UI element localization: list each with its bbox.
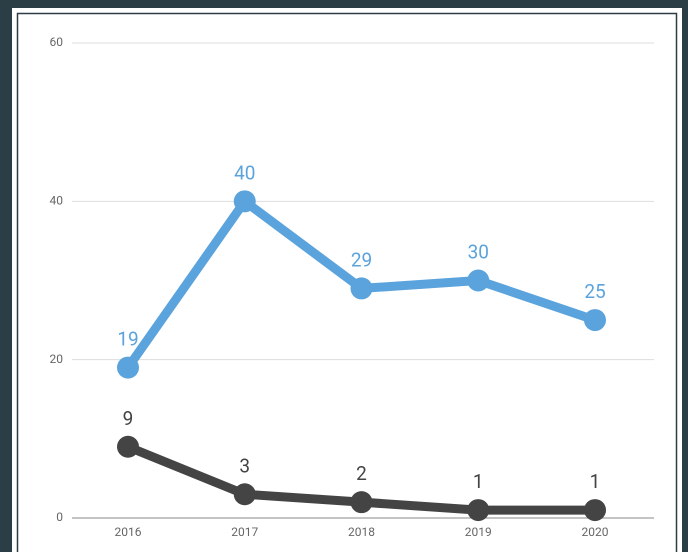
data-label: 25: [584, 280, 605, 303]
point: [117, 435, 139, 458]
y-tick-label: 0: [56, 510, 63, 524]
y-tick-label: 20: [50, 352, 64, 366]
plot-area: 0 20 40 60 2016 2017 2018 2019 2020 19 40 29 30 25 9 3 2…: [50, 35, 654, 539]
point: [350, 277, 373, 300]
point: [350, 491, 373, 514]
x-tick-label: 2020: [582, 525, 609, 539]
data-label: 29: [351, 248, 372, 271]
x-tick-label: 2018: [348, 525, 375, 539]
y-tick-label: 40: [50, 194, 64, 208]
point: [467, 499, 490, 522]
data-label: 1: [590, 470, 601, 493]
data-label: 1: [473, 470, 484, 493]
x-tick-label: 2019: [465, 525, 492, 539]
data-label: 30: [468, 241, 489, 264]
data-label: 9: [123, 407, 134, 430]
data-label: 19: [117, 328, 138, 351]
point: [117, 356, 139, 379]
point: [584, 499, 606, 522]
point: [584, 309, 606, 332]
data-label: 2: [356, 462, 367, 485]
y-tick-label: 60: [50, 35, 64, 49]
panel-border: [16, 12, 678, 552]
data-label: 40: [234, 161, 255, 184]
x-tick-label: 2017: [231, 525, 258, 539]
point: [467, 269, 490, 292]
x-tick-label: 2016: [115, 525, 142, 539]
point: [233, 483, 256, 506]
data-label: 3: [239, 454, 250, 477]
point: [233, 190, 256, 213]
